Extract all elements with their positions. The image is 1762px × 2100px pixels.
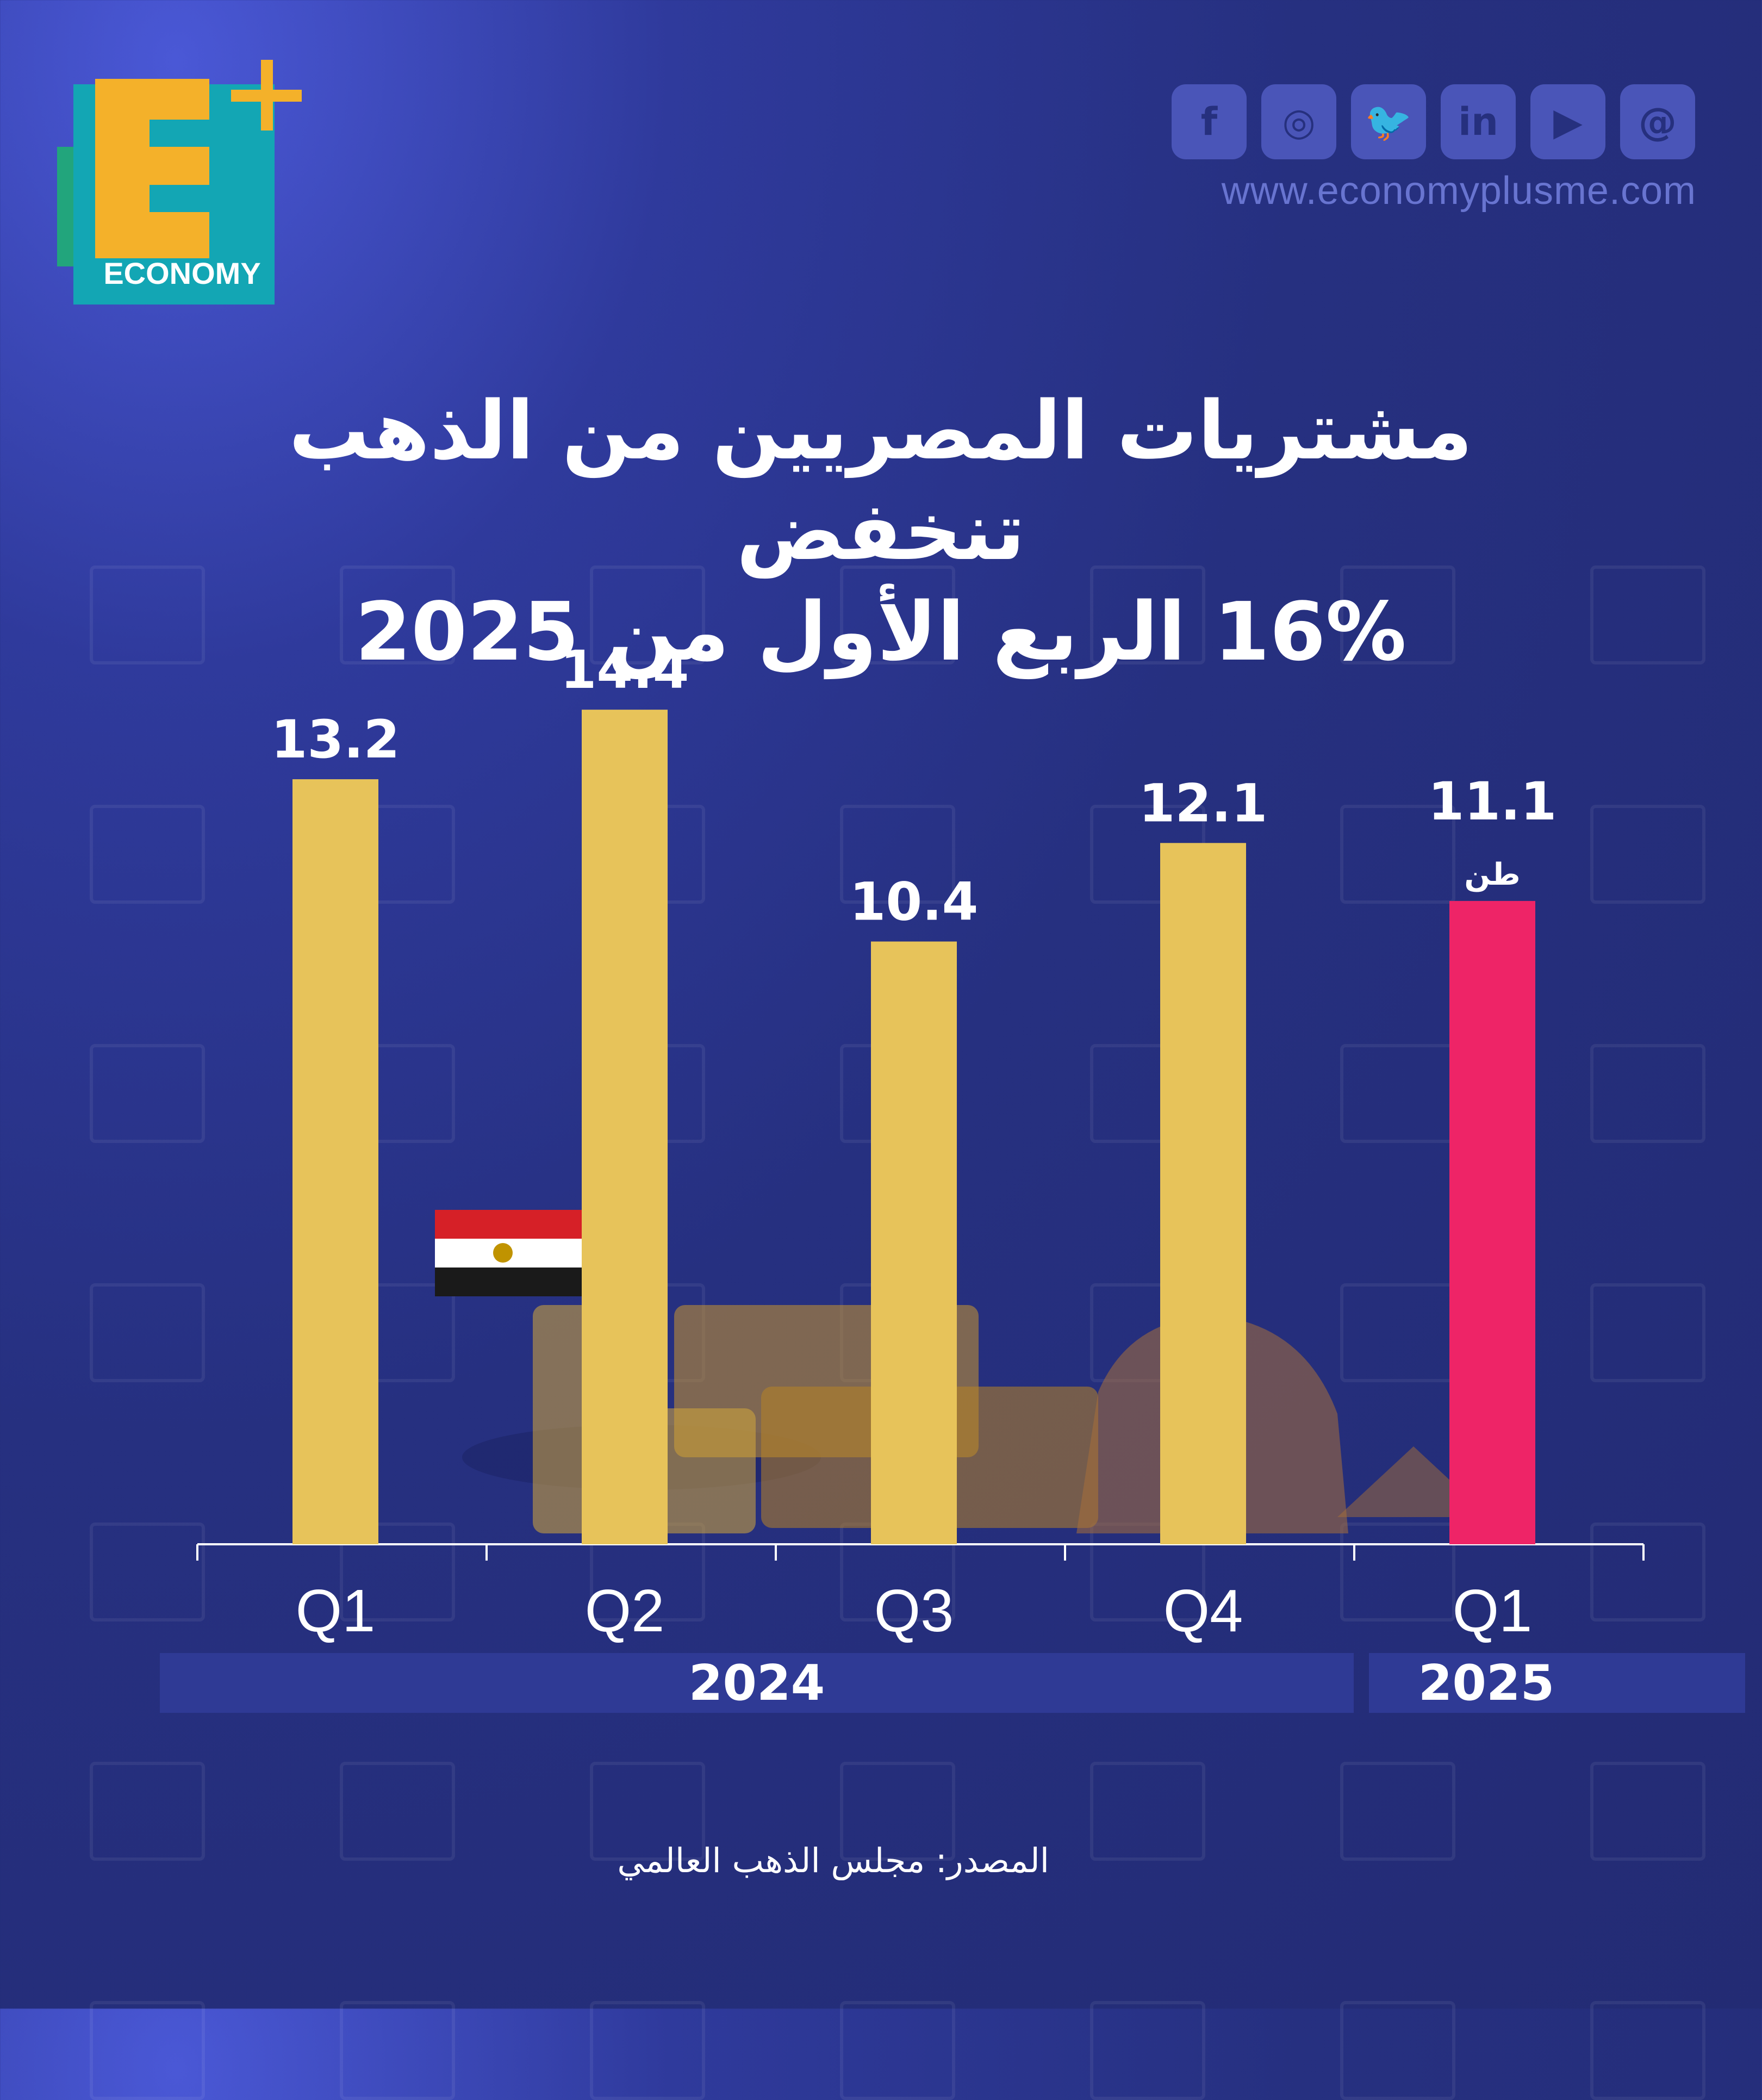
title-line-2: 16% الربع الأول من 2025 bbox=[355, 585, 1406, 679]
category-labels: Q1 Q2 Q3 Q4 Q1 bbox=[296, 1577, 1533, 1644]
watermark-tile bbox=[1090, 2001, 1205, 2100]
year-band-2025 bbox=[1369, 1653, 1745, 1713]
watermark-tile bbox=[840, 2001, 955, 2100]
year-label-2025: 2025 bbox=[1418, 1655, 1555, 1712]
category-label-4: Q4 bbox=[1163, 1577, 1243, 1644]
website-url[interactable]: www.economyplusme.com bbox=[1221, 169, 1696, 213]
title-line-1: مشتريات المصريين من الذهب تنخفض bbox=[289, 384, 1473, 578]
watermark-tile bbox=[1590, 2001, 1705, 2100]
year-label-2024: 2024 bbox=[689, 1655, 825, 1712]
value-label-5: 11.1 bbox=[1428, 771, 1557, 832]
economy-plus-logo: ECONOMY bbox=[57, 60, 302, 310]
category-label-1: Q1 bbox=[296, 1577, 376, 1644]
instagram-icon[interactable]: ◎ bbox=[1261, 84, 1336, 159]
bar-chart: 13.2 14.4 10.4 12.1 11.1 Q1 Q2 Q3 Q4 Q1 طن 2024 … bbox=[160, 639, 1745, 1713]
twitter-icon[interactable]: 🐦 bbox=[1351, 84, 1426, 159]
year-band-2024 bbox=[160, 1653, 1354, 1713]
unit-label: طن bbox=[1464, 857, 1520, 892]
category-label-5: Q1 bbox=[1453, 1577, 1533, 1644]
watermark-tile bbox=[340, 2001, 455, 2100]
value-label-1: 13.2 bbox=[271, 709, 400, 770]
youtube-icon[interactable]: ▶ bbox=[1530, 84, 1605, 159]
category-label-3: Q3 bbox=[874, 1577, 954, 1644]
source-note: المصدر: مجلس الذهب العالمي bbox=[617, 1841, 1049, 1880]
x-axis-ticks bbox=[196, 1544, 1645, 1561]
watermark-tile bbox=[590, 2001, 705, 2100]
chart-title: مشتريات المصريين من الذهب تنخفض 16% الرب… bbox=[163, 381, 1598, 682]
bars bbox=[292, 710, 1535, 1544]
value-label-2: 14.4 bbox=[561, 639, 689, 700]
threads-icon[interactable]: @ bbox=[1620, 84, 1695, 159]
bar-3 bbox=[871, 941, 957, 1544]
logo-wordmark: ECONOMY bbox=[103, 256, 261, 290]
bar-5 bbox=[1449, 900, 1535, 1544]
year-bands: 2024 2025 bbox=[160, 1653, 1745, 1713]
social-links: f ◎ 🐦 in ▶ @ bbox=[1172, 84, 1696, 160]
bar-4 bbox=[1160, 843, 1246, 1544]
watermark-tile bbox=[1340, 2001, 1455, 2100]
watermark-tile bbox=[90, 2001, 205, 2100]
category-label-2: Q2 bbox=[585, 1577, 665, 1644]
facebook-icon[interactable]: f bbox=[1172, 84, 1247, 159]
value-label-4: 12.1 bbox=[1139, 773, 1268, 834]
bar-1 bbox=[292, 779, 378, 1544]
bar-2 bbox=[582, 710, 668, 1544]
linkedin-icon[interactable]: in bbox=[1441, 84, 1516, 159]
value-label-3: 10.4 bbox=[850, 871, 979, 932]
value-labels: 13.2 14.4 10.4 12.1 11.1 bbox=[271, 639, 1557, 932]
